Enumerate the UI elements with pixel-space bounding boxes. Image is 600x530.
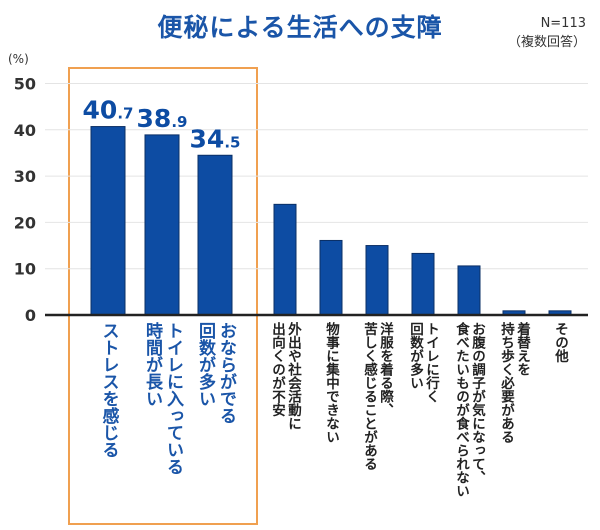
x-category-label: ストレスを感じる — [98, 322, 119, 458]
data-label-decimal: .5 — [224, 133, 240, 151]
y-axis-unit: (%) — [8, 52, 29, 66]
x-category-label: おならがでる 回数が多い — [195, 322, 236, 424]
x-category-label: トイレに行く 回数が多い — [407, 322, 439, 403]
sample-size: N=113 — [540, 16, 586, 31]
bar — [457, 265, 481, 316]
x-category-label: お腹の調子が気になって、 食べたいものが食べられない — [453, 322, 485, 498]
bar — [319, 239, 343, 316]
data-label-int: 34 — [190, 124, 225, 153]
data-label-decimal: .9 — [171, 113, 187, 131]
y-tick-label: 50 — [14, 75, 36, 94]
bar — [197, 154, 233, 316]
data-label: 34.5 — [190, 124, 241, 153]
bar — [273, 203, 297, 316]
highlight-box — [68, 67, 258, 525]
x-category-label: 物事に集中できない — [323, 322, 339, 444]
x-category-label: 外出や社会活動に 出向くのが不安 — [269, 322, 301, 430]
x-category-label: 洋服を着る際、 苦しく感じることがある — [361, 322, 393, 471]
x-category-label: 着替えを 持ち歩く必要がある — [498, 322, 530, 444]
x-category-label: トイレに入っている 時間が長い — [142, 322, 183, 475]
data-label-int: 38 — [137, 104, 172, 133]
bar — [90, 126, 126, 316]
bar — [144, 134, 180, 316]
bar — [365, 245, 389, 316]
x-category-label: その他 — [552, 322, 568, 363]
data-label: 40.7 — [83, 96, 134, 125]
data-label: 38.9 — [137, 104, 188, 133]
sample-note: N=113 （複数回答） — [508, 14, 586, 52]
data-label-decimal: .7 — [117, 105, 133, 123]
y-tick-label: 20 — [14, 213, 36, 232]
y-tick-label: 30 — [14, 167, 36, 186]
y-tick-label: 10 — [14, 260, 36, 279]
y-tick-label: 0 — [25, 306, 36, 325]
y-tick-label: 40 — [14, 121, 36, 140]
data-label-int: 40 — [83, 96, 118, 125]
chart-title: 便秘による生活への支障 — [157, 13, 443, 42]
multiple-answer-note: （複数回答） — [507, 35, 586, 50]
bar — [411, 252, 435, 316]
